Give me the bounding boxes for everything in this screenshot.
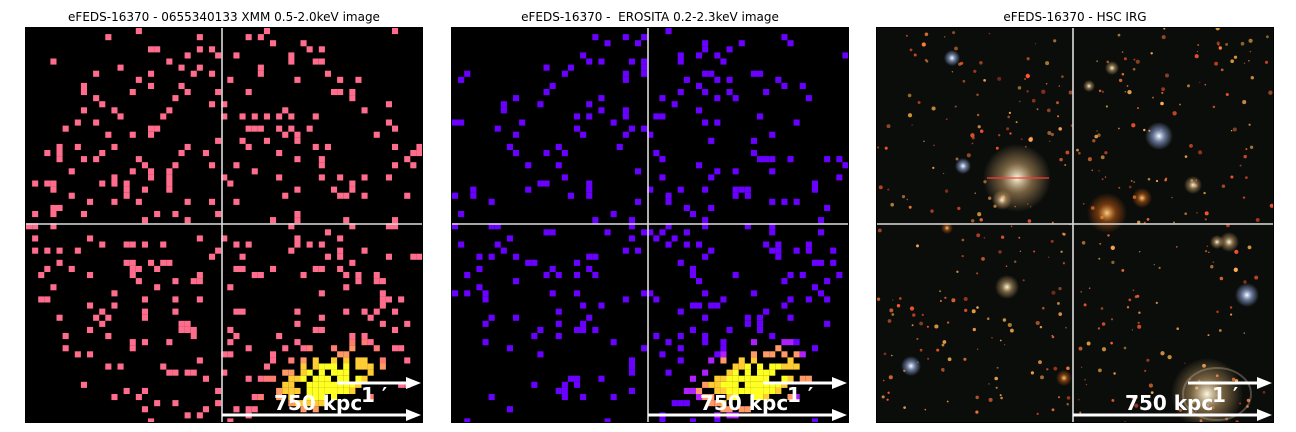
hsc-panel-title: eFEDS-16370 - HSC IRG: [1003, 10, 1147, 24]
hsc-image: 1 ′ 750 kpc: [876, 27, 1274, 423]
arcmin-scale-arrowhead: [406, 377, 421, 389]
kpc-scale-label: 750 kpc: [1125, 391, 1214, 415]
kpc-scale-label: 750 kpc: [274, 391, 363, 415]
count-pixels: [452, 28, 848, 422]
arcmin-scale-label: 1 ′: [787, 383, 814, 407]
kpc-scale-arrowhead: [406, 409, 421, 421]
bright-sources: [901, 50, 1259, 422]
xmm-panel-title: eFEDS-16370 - 0655340133 XMM 0.5-2.0keV …: [68, 10, 380, 24]
kpc-scale-arrowhead: [1257, 409, 1272, 421]
arcmin-scale-arrowhead: [1257, 377, 1272, 389]
count-pixels: [26, 28, 422, 422]
hsc-panel: eFEDS-16370 - HSC IRG 1 ′ 750 kpc: [876, 0, 1274, 432]
kpc-scale-label: 750 kpc: [700, 391, 789, 415]
xmm-panel: eFEDS-16370 - 0655340133 XMM 0.5-2.0keV …: [25, 0, 423, 432]
arcmin-scale-label: 1 ′: [361, 383, 388, 407]
arcmin-scale-label: 1 ′: [1212, 383, 1239, 407]
kpc-scale-arrowhead: [832, 409, 847, 421]
erosita-panel-title: eFEDS-16370 - EROSITA 0.2-2.3keV image: [521, 10, 779, 24]
erosita-image: 1 ′ 750 kpc: [451, 27, 849, 423]
erosita-panel: eFEDS-16370 - EROSITA 0.2-2.3keV image 1…: [451, 0, 849, 432]
arcmin-scale-arrowhead: [832, 377, 847, 389]
xmm-image: 1 ′ 750 kpc: [25, 27, 423, 423]
